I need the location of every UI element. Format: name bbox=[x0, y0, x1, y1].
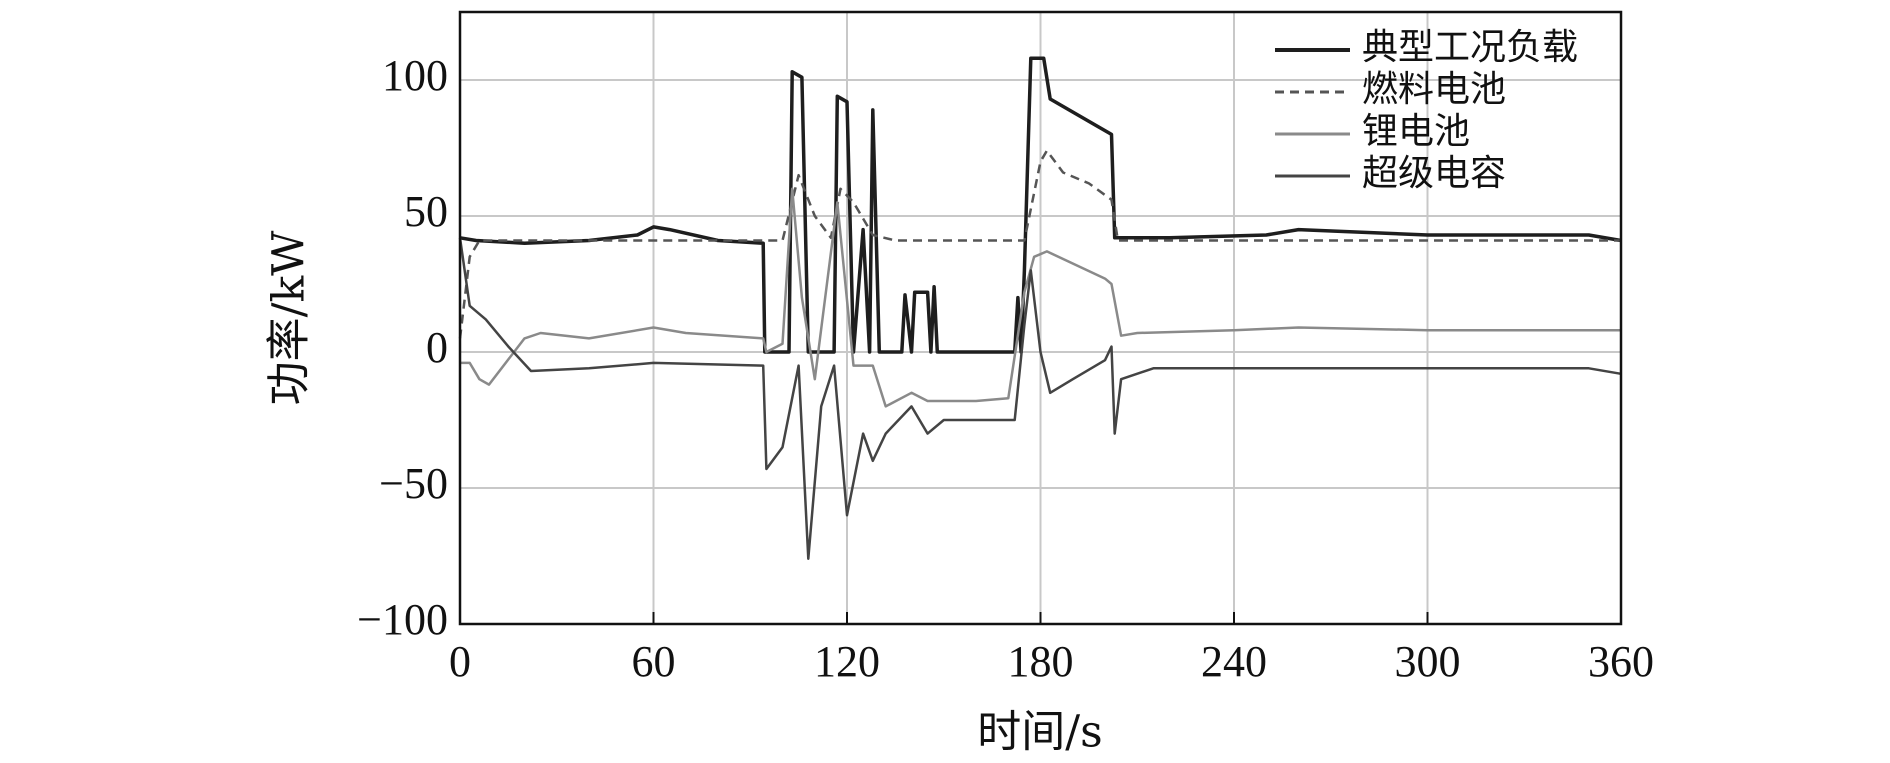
legend-label: 典型工况负载 bbox=[1362, 27, 1578, 68]
x-tick-label: 60 bbox=[632, 637, 676, 686]
x-tick-label: 360 bbox=[1588, 637, 1654, 686]
series-line bbox=[458, 237, 1622, 560]
y-axis-label: 功率/kW bbox=[264, 230, 315, 405]
y-tick-label: 100 bbox=[382, 51, 448, 100]
plot-frame bbox=[458, 10, 1623, 626]
legend-label: 锂电池 bbox=[1362, 111, 1470, 152]
series-line bbox=[460, 187, 1621, 408]
x-tick-label: 180 bbox=[1008, 637, 1074, 686]
series-line bbox=[458, 149, 1621, 339]
x-axis-label: 时间/s bbox=[977, 707, 1102, 758]
legend-label: 超级电容 bbox=[1362, 153, 1506, 194]
legend-label: 燃料电池 bbox=[1362, 69, 1506, 110]
y-tick-label: −100 bbox=[357, 595, 448, 644]
series-line bbox=[459, 56, 1622, 354]
x-tick-label: 240 bbox=[1201, 637, 1267, 686]
x-tick-label: 300 bbox=[1395, 637, 1461, 686]
y-tick-label: −50 bbox=[379, 459, 448, 508]
y-tick-label: 0 bbox=[426, 323, 448, 372]
x-tick-label: 0 bbox=[449, 637, 471, 686]
x-tick-label: 120 bbox=[814, 637, 880, 686]
y-tick-label: 50 bbox=[404, 187, 448, 236]
